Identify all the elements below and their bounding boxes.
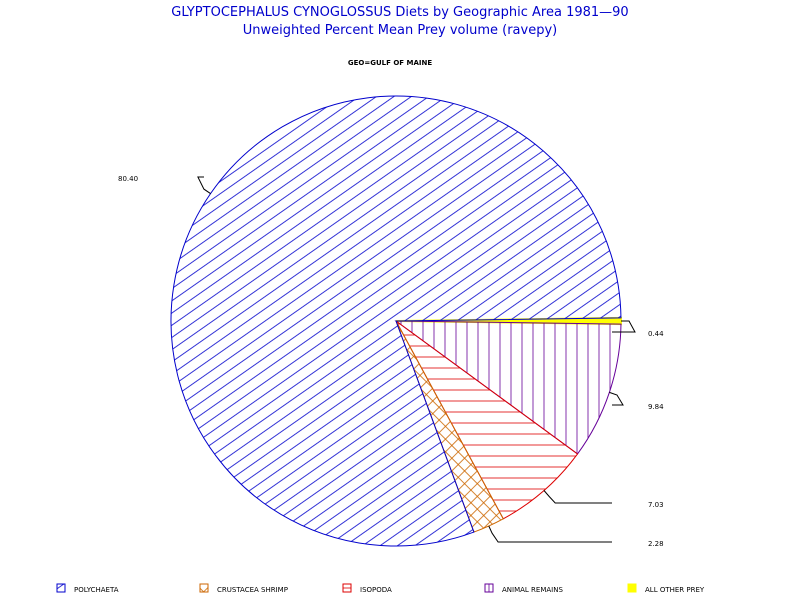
legend-swatch-crustacea-shrimp: [199, 583, 209, 593]
legend-item-polychaeta: POLYCHAETA: [56, 583, 119, 594]
leader-line-crustacea-shrimp: [488, 525, 612, 543]
legend-item-animal-remains: ANIMAL REMAINS: [484, 583, 563, 594]
slice-value-label-crustacea-shrimp: 2.28: [648, 540, 664, 548]
leader-line-isopoda: [543, 490, 612, 504]
pie-slice-polychaeta: [170, 95, 622, 547]
legend-label-polychaeta: POLYCHAETA: [74, 586, 119, 594]
legend-swatch-polychaeta: [56, 583, 66, 593]
slice-value-label-isopoda: 7.03: [648, 501, 664, 509]
chart-subtitle: Unweighted Percent Mean Prey volume (rav…: [242, 23, 558, 38]
legend-item-crustacea-shrimp: CRUSTACEA SHRIMP: [199, 583, 288, 594]
chart-title: GLYPTOCEPHALUS CYNOGLOSSUS Diets by Geog…: [171, 5, 629, 20]
legend-label-crustacea-shrimp: CRUSTACEA SHRIMP: [217, 586, 288, 594]
slice-value-label-all-other-prey: 0.44: [648, 330, 664, 338]
slice-value-label-polychaeta: 80.40: [118, 175, 138, 183]
legend-item-isopoda: ISOPODA: [342, 583, 392, 594]
leader-line-all-other-prey: [612, 320, 636, 333]
legend-swatch-isopoda: [342, 583, 352, 593]
legend-swatch-animal-remains: [484, 583, 494, 593]
slice-value-label-animal-remains: 9.84: [648, 403, 664, 411]
legend-label-isopoda: ISOPODA: [360, 586, 392, 594]
leader-line-polychaeta: [197, 176, 211, 195]
legend-swatch-all-other-prey: [627, 583, 637, 593]
legend-label-animal-remains: ANIMAL REMAINS: [502, 586, 563, 594]
legend-item-all-other-prey: ALL OTHER PREY: [627, 583, 705, 594]
group-label: GEO=GULF OF MAINE: [347, 59, 433, 67]
legend-label-all-other-prey: ALL OTHER PREY: [645, 586, 705, 594]
leader-line-animal-remains: [609, 391, 624, 406]
